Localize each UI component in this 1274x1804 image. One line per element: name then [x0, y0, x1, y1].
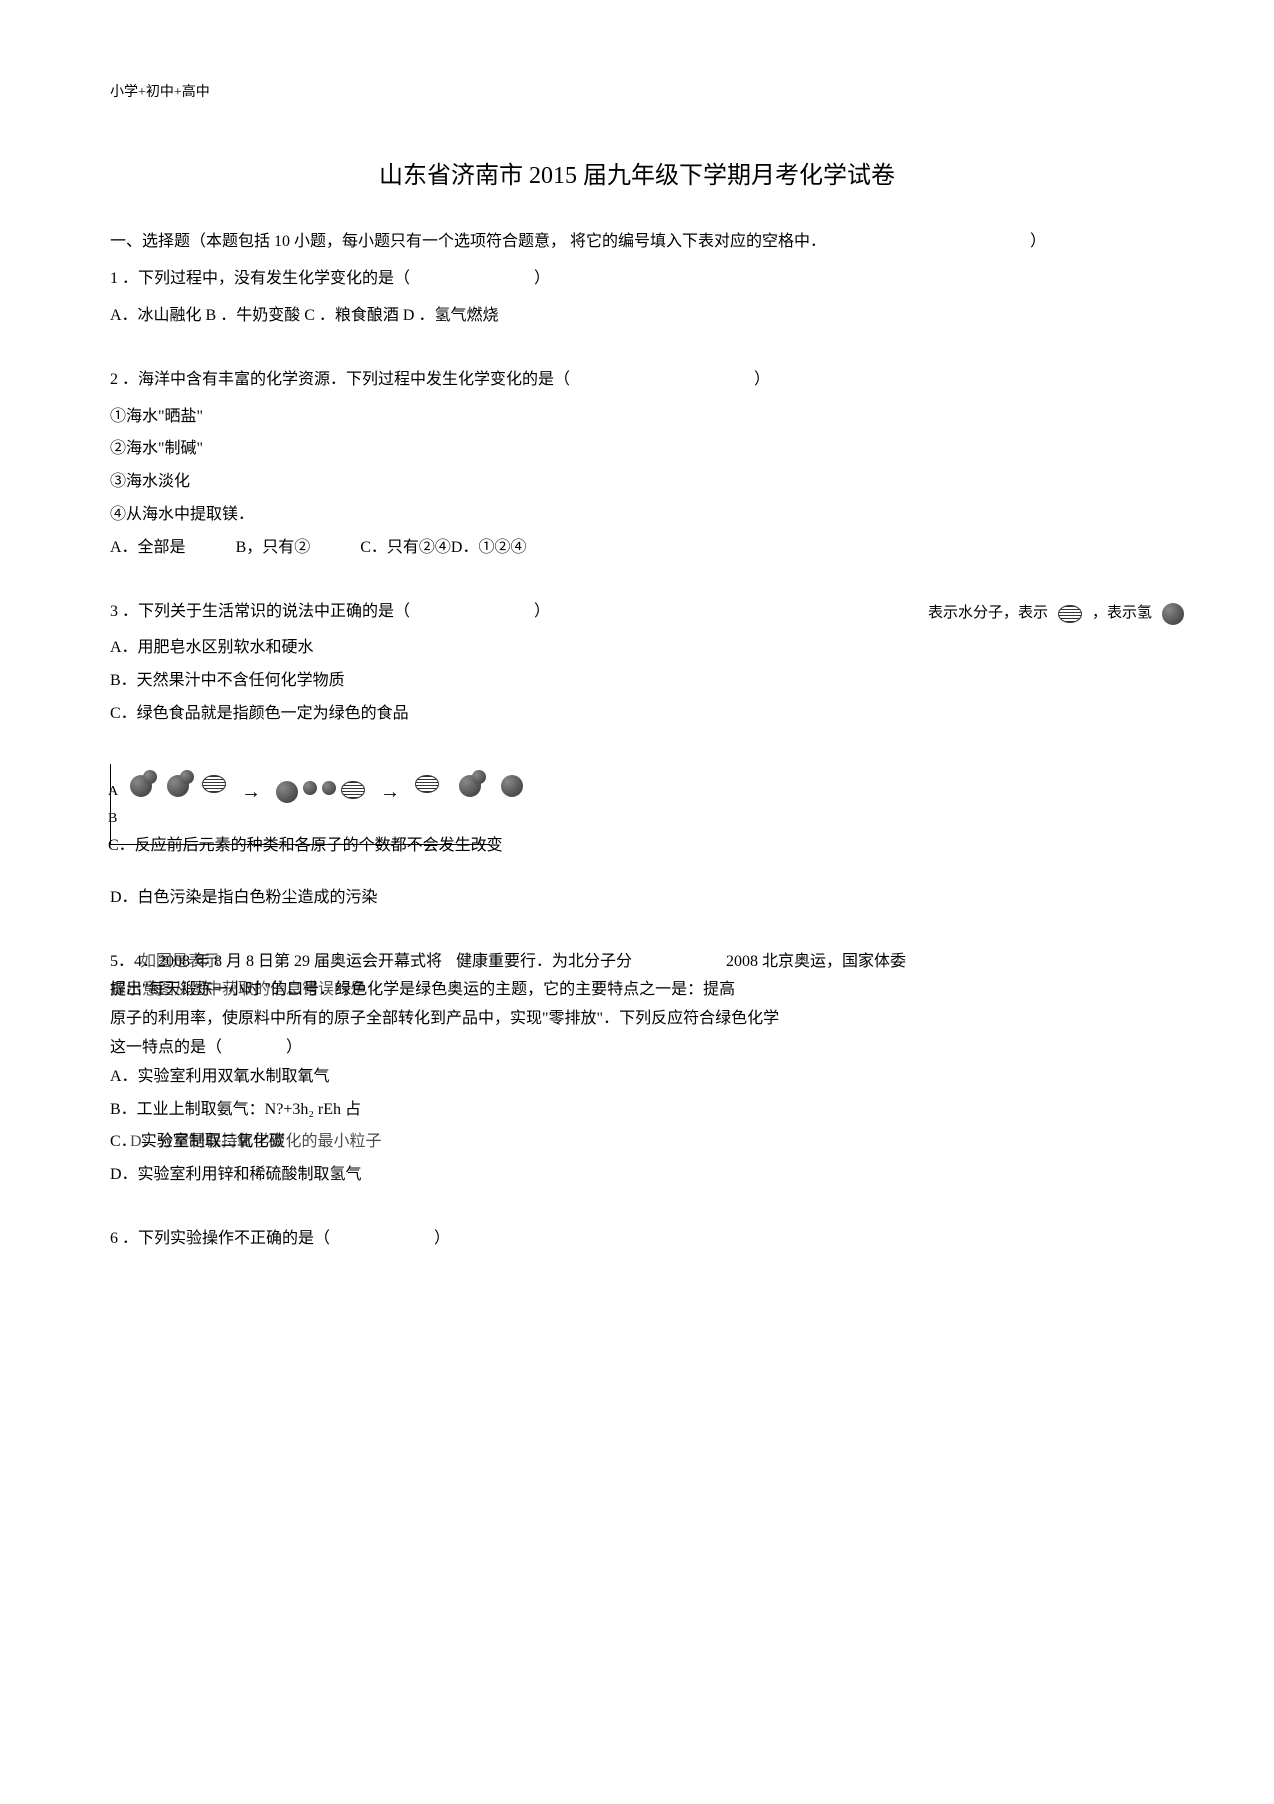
section-text: 一、选择题（本题包括 10 小题，每小题只有一个选项符合题意， 将它的编号填入下…	[110, 233, 826, 250]
reaction-diagram: A B → →	[110, 764, 1164, 854]
q2-optB: B，只有②	[236, 534, 311, 563]
q5-line1b: 健康重要行．为北分子分	[456, 953, 632, 970]
q3-optB: B．天然果汁中不含任何化学物质	[110, 667, 1164, 696]
question-6: 6 ．下列实验操作不正确的是（ ）	[110, 1225, 1164, 1254]
section-1: 一、选择题（本题包括 10 小题，每小题只有一个选项符合题意， 将它的编号填入下…	[110, 228, 1164, 330]
q2-optA: A．全部是	[110, 534, 186, 563]
legend-water-text: 表示水分子，表示	[928, 600, 1048, 627]
question-1: 1 ．下列过程中，没有发生化学变化的是（ ）	[110, 265, 1164, 294]
oxygen-atom-icon	[1058, 605, 1082, 623]
exam-title: 山东省济南市 2015 届九年级下学期月考化学试卷	[110, 155, 1164, 198]
atom-icon	[143, 770, 157, 784]
q2-options-row: A．全部是 B，只有② C．只有②④D．①②④	[110, 534, 1164, 563]
q2-item2: ②海水"制碱"	[110, 435, 1164, 464]
q6-paren: ）	[434, 1230, 450, 1247]
q2-item4: ④从海水中提取镁．	[110, 501, 1164, 530]
q5-optD: D．实验室利用锌和稀硫酸制取氢气	[110, 1161, 1164, 1190]
hydrogen-atom-icon	[1162, 603, 1184, 625]
question-2: 2 ．海洋中含有丰富的化学资源．下列过程中发生化学变化的是（ ） ①海水"晒盐"…	[110, 366, 1164, 563]
q5-line3: 原子的利用率，使原料中所有的原子全部转化到产品中，实现"零排放"．下列反应符合绿…	[110, 1005, 1164, 1034]
atom-icon	[180, 770, 194, 784]
q3-optC: C．绿色食品就是指颜色一定为绿色的食品	[110, 700, 1164, 729]
arrow-icon: →	[380, 774, 400, 810]
q3-optA: A．用肥皂水区别软水和硬水	[110, 634, 1164, 663]
atom-icon	[322, 781, 336, 795]
q2-paren: ）	[754, 371, 770, 388]
q5-line1: 5．4．2008 年 8 月 8 日第 29 届奥运会开幕式将 健康重要行．为北…	[110, 948, 1164, 977]
q2-text: 2 ．海洋中含有丰富的化学资源．下列过程中发生化学变化的是（	[110, 371, 570, 388]
q1-options: A．冰山融化 B ．牛奶变酸 C ．粮食酿酒 D ．氢气燃烧	[110, 302, 1164, 331]
q5-optA: A．实验室利用双氧水制取氧气	[110, 1063, 1164, 1092]
section-heading: 一、选择题（本题包括 10 小题，每小题只有一个选项符合题意， 将它的编号填入下…	[110, 228, 1164, 257]
q5-line2-overlap: 解示意图从图中获取的信息错误的是	[110, 976, 366, 1005]
axis-label-b: B	[108, 806, 117, 831]
q5-optC-overlap: D．分量是保持化学变化的最小粒子	[130, 1128, 382, 1157]
q3-text: 3 ．下列关于生活常识的说法中正确的是（	[110, 603, 410, 620]
q5-optB: B．工业上制取氨气：N?+3h₂ rEh 占	[110, 1096, 1164, 1125]
q3-optD: D．白色污染是指白色粉尘造成的污染	[110, 884, 1164, 913]
page-header: 小学+初中+高中	[110, 80, 1164, 105]
axis-label-a: A	[108, 779, 118, 804]
q3-paren: ）	[534, 603, 550, 620]
q2-optC: C．只有②④D．①②④	[360, 534, 526, 563]
atom-icon	[472, 770, 486, 784]
q2-item3: ③海水淡化	[110, 468, 1164, 497]
diagram-label-c: C．反应前后元素的种类和各原子的个数都不会发生改变	[108, 832, 503, 861]
q5-paren: ）	[286, 1039, 302, 1056]
reactant-molecules	[130, 775, 226, 808]
atom-icon	[415, 775, 439, 793]
q5-line4-row: 这一特点的是（ ）	[110, 1034, 1164, 1063]
molecules-row: → →	[130, 774, 523, 810]
atom-icon	[341, 781, 365, 799]
q5-optC: C． 实验室制取二氧化碳 D．分量是保持化学变化的最小粒子	[110, 1128, 1164, 1157]
intermediate-molecules	[276, 781, 365, 803]
atom-icon	[276, 781, 298, 803]
q5-line1c: 2008 北京奥运，国家体委	[726, 953, 906, 970]
molecule-legend: 表示水分子，表示 ，表示氢	[928, 600, 1184, 627]
atom-icon	[501, 775, 523, 797]
q6-text: 6 ．下列实验操作不正确的是（	[110, 1230, 330, 1247]
q5-line1-overlap: 如图是表示	[140, 948, 220, 977]
arrow-icon: →	[241, 774, 261, 810]
q1-paren: ）	[534, 270, 550, 287]
atom-icon	[202, 775, 226, 793]
q1-text: 1 ．下列过程中，没有发生化学变化的是（	[110, 270, 410, 287]
product-molecules	[415, 775, 523, 808]
q3-optD-block: D．白色污染是指白色粉尘造成的污染	[110, 884, 1164, 913]
legend-comma: ，表示氢	[1092, 600, 1152, 627]
q5-line2: 提出"每天锻炼一小时 "的口号．绿色化学是绿色奥运的主题，它的主要特点之一是：提…	[110, 976, 1164, 1005]
q2-item1: ①海水"晒盐"	[110, 403, 1164, 432]
atom-icon	[303, 781, 317, 795]
question-5: 5．4．2008 年 8 月 8 日第 29 届奥运会开幕式将 健康重要行．为北…	[110, 948, 1164, 1190]
section-paren: ）	[1030, 233, 1046, 250]
q5-line4: 这一特点的是（	[110, 1039, 222, 1056]
